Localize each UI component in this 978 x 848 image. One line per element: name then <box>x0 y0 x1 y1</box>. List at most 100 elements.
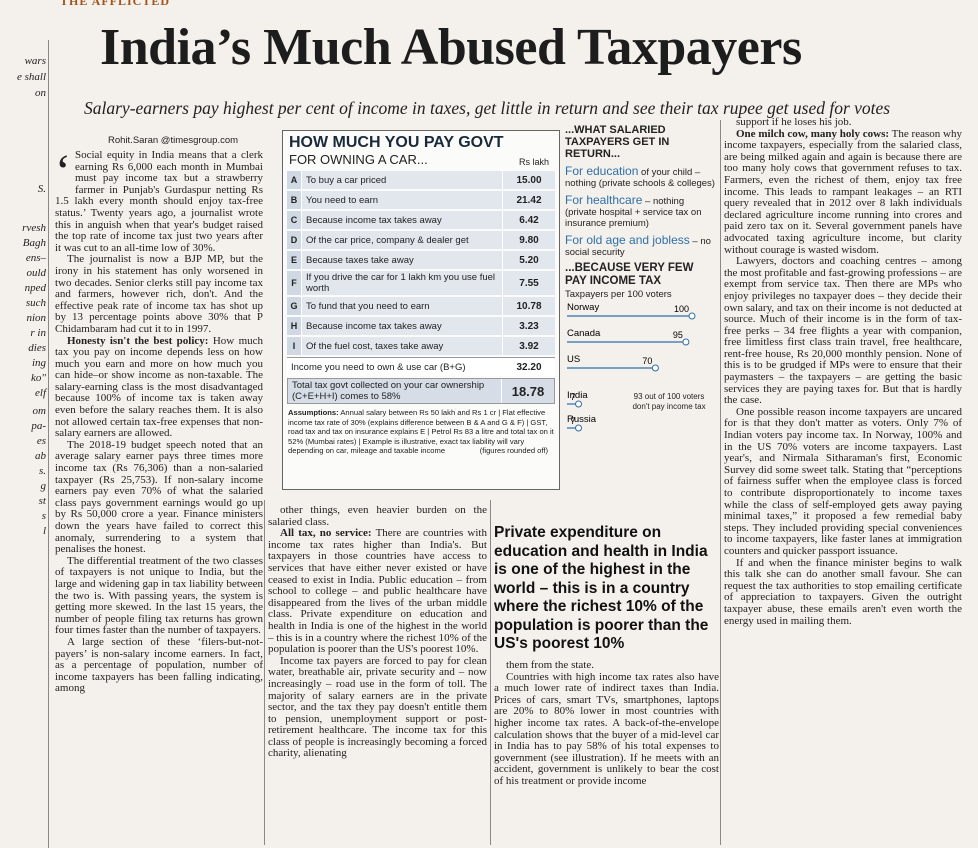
row-letter: E <box>287 251 302 269</box>
pull-quote: Private expenditure on education and hea… <box>494 524 709 652</box>
headline: India’s Much Abused Taxpayers <box>100 19 802 76</box>
row-value: 21.42 <box>502 191 555 209</box>
paragraph: support if he loses his job. <box>724 117 962 129</box>
value-label: 70 <box>642 356 652 366</box>
table-row: F If you drive the car for 1 lakh km you … <box>287 271 555 295</box>
paragraph-text: them from the state. <box>506 660 594 671</box>
fragment: r in <box>30 327 46 339</box>
fragment: elf <box>35 387 46 399</box>
column-rule <box>490 500 491 845</box>
column-rule <box>264 500 265 845</box>
fragment: es <box>36 435 46 447</box>
income-row: Income you need to own & use car (B+G) 3… <box>287 357 555 376</box>
country-label: India <box>567 390 588 401</box>
paragraph: A large section of these ‘filers-but-not… <box>55 636 263 695</box>
fragment: such <box>25 297 46 309</box>
assumptions: Assumptions: Annual salary between Rs 50… <box>283 406 559 458</box>
table-row: H Because income tax takes away 3.23 <box>287 317 555 335</box>
fragment: dies <box>28 342 46 354</box>
paragraph: Honesty isn't the best policy: How much … <box>55 334 263 440</box>
return-item: For healthcare – nothing (private hospit… <box>565 193 715 229</box>
fragment: ens– <box>25 252 46 264</box>
table-row: E Because taxes take away 5.20 <box>287 251 555 269</box>
bar-end <box>575 424 583 432</box>
returns-items: For education of your child – nothing (p… <box>565 164 715 258</box>
paragraph-text: If and when the finance minister begins … <box>724 556 962 627</box>
fragment: ould <box>26 267 46 279</box>
paragraph-text: The differential treatment of the two cl… <box>55 554 263 637</box>
paragraph: Income tax payers are forced to pay for … <box>268 655 487 760</box>
row-value: 3.23 <box>502 317 555 335</box>
table-row: B You need to earn 21.42 <box>287 191 555 209</box>
article-column: other things, even heavier burden on the… <box>268 505 487 845</box>
bar-end <box>651 364 659 372</box>
paragraph-text: The journalist is now a BJP MP, but the … <box>55 253 263 335</box>
fragment: ab <box>35 450 46 462</box>
row-value: 3.92 <box>502 337 555 355</box>
fragment: nion <box>26 312 46 324</box>
row-label: Because taxes take away <box>306 254 414 266</box>
item-text: of your child – nothing (private schools… <box>565 167 715 189</box>
fragment: st <box>38 495 46 507</box>
paragraph: All tax, no service: There are countries… <box>268 527 487 656</box>
returns-box: ...WHAT SALARIED TAXPAYERS GET IN RETURN… <box>565 124 715 484</box>
note-wrap: 93 out of 100 voters don't pay income ta… <box>632 392 705 411</box>
returns-heading2: ...BECAUSE VERY FEW PAY INCOME TAX <box>565 262 694 287</box>
row-value: 6.42 <box>502 211 555 229</box>
fragment: l <box>42 525 46 537</box>
column-rule <box>720 120 721 845</box>
section-strip: THE AFFLICTED <box>60 0 171 8</box>
row-label: Of the fuel cost, taxes take away <box>306 340 444 352</box>
row-label: If you drive the car for 1 lakh km you u… <box>306 272 496 294</box>
row-label: Because income tax takes away <box>306 214 442 226</box>
fragment: wars <box>24 55 46 67</box>
infobox-rows: A To buy a car priced 15.00 B You need to ea… <box>283 171 559 355</box>
paragraph: One possible reason income taxpayers are… <box>724 406 962 558</box>
fragment: s <box>41 510 46 522</box>
row-label: You need to earn <box>306 194 379 206</box>
paragraph: The journalist is now a BJP MP, but the … <box>55 254 263 335</box>
item-text: – nothing (private hospital + service ta… <box>565 196 702 229</box>
assumptions-text: Annual salary between Rs 50 lakh and Rs … <box>288 408 554 456</box>
paragraph: Countries with high income tax rates als… <box>494 671 719 788</box>
article-column: ‘Social equity in India means that a cle… <box>55 150 263 845</box>
paragraph-text: other things, even heavier burden on the… <box>268 505 487 528</box>
row-value: 5.20 <box>502 251 555 269</box>
row-letter: G <box>287 297 302 315</box>
byline: Rohit.Saran @timesgroup.com <box>108 135 239 146</box>
row-letter: H <box>287 317 302 335</box>
item-head: For education <box>565 164 639 178</box>
fragment: g <box>40 480 47 492</box>
lead-in: All tax, no service: <box>280 527 372 540</box>
adjacent-article-fragments: wars e shall on S. rvesh Bagh ens– ould nped such… <box>0 0 46 848</box>
returns-heading: ...WHAT SALARIED TAXPAYERS GET IN RETURN… <box>565 124 670 160</box>
country-label: Canada <box>567 328 601 339</box>
paragraph: One milch cow, many holy cows: The reaso… <box>724 128 962 257</box>
value-label: 7 <box>571 416 576 426</box>
bar-end <box>682 338 690 346</box>
paragraph-text: There are countries with income tax rate… <box>268 527 487 656</box>
bar-end <box>688 312 696 320</box>
fragment: e shall <box>16 71 46 83</box>
fragment: rvesh <box>22 222 46 234</box>
paragraph: If and when the finance minister begins … <box>724 556 962 628</box>
row-value: 18.78 <box>501 379 554 403</box>
row-letter: C <box>287 211 302 229</box>
fragment: S. <box>37 183 46 195</box>
infobox-title: HOW MUCH YOU PAY GOVT <box>289 134 504 151</box>
paragraph-text: How much tax you pay on income depends l… <box>55 334 263 440</box>
return-item: For education of your child – nothing (p… <box>565 164 715 189</box>
subheadline: Salary-earners pay highest per cent of i… <box>84 98 891 118</box>
table-row: C Because income tax takes away 6.42 <box>287 211 555 229</box>
return-item: For old age and jobless – no social secu… <box>565 233 715 258</box>
rounding-note: (figures rounded off) <box>479 446 548 456</box>
paragraph-text: Lawyers, doctors and coaching centres – … <box>724 255 962 407</box>
value-label: 100 <box>674 304 689 314</box>
country-label: Russia <box>567 414 597 425</box>
unit-label: Rs lakh <box>518 157 549 167</box>
item-head: For healthcare <box>565 193 643 207</box>
item-head: For old age and jobless <box>565 233 690 247</box>
fragment: ko" <box>30 372 46 384</box>
row-label: Income you need to own & use car (B+G) <box>291 361 466 373</box>
